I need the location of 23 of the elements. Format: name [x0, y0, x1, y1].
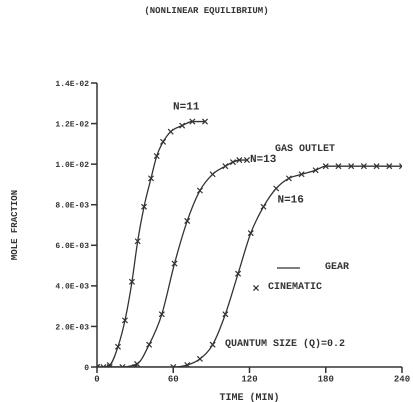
series-label: N=13: [250, 154, 277, 166]
x-tick-label: 60: [168, 374, 179, 384]
annotation: CINEMATIC: [268, 282, 322, 293]
y-tick-label: 2.0E-03: [55, 323, 90, 332]
y-axis-title: MOLE FRACTION: [10, 190, 20, 260]
y-tick-label: 8.0E-03: [55, 202, 90, 211]
annotation: GAS OUTLET: [275, 144, 336, 155]
y-tick-label: 4.0E-03: [55, 282, 90, 292]
y-tick-label: 1.4E-02: [55, 80, 90, 89]
x-tick-label: 0: [94, 374, 100, 384]
y-tick-label: 0: [84, 364, 90, 373]
annotation: QUANTUM SIZE (Q)=0.2: [225, 339, 346, 350]
x-tick-label: 240: [394, 374, 410, 384]
x-tick-label: 180: [318, 374, 334, 384]
y-tick-label: 1.2E-02: [55, 120, 90, 130]
series-label: N=11: [173, 102, 200, 114]
chart-title: (NONLINEAR EQUILIBRIUM): [143, 6, 270, 16]
x-axis-title: TIME (MIN): [219, 392, 280, 402]
x-tick-label: 120: [241, 374, 258, 384]
y-tick-label: 6.0E-03: [55, 242, 90, 252]
y-tick-label: 1.0E-02: [55, 160, 90, 170]
series-label: N=16: [277, 194, 304, 207]
annotation: GEAR: [325, 262, 350, 273]
